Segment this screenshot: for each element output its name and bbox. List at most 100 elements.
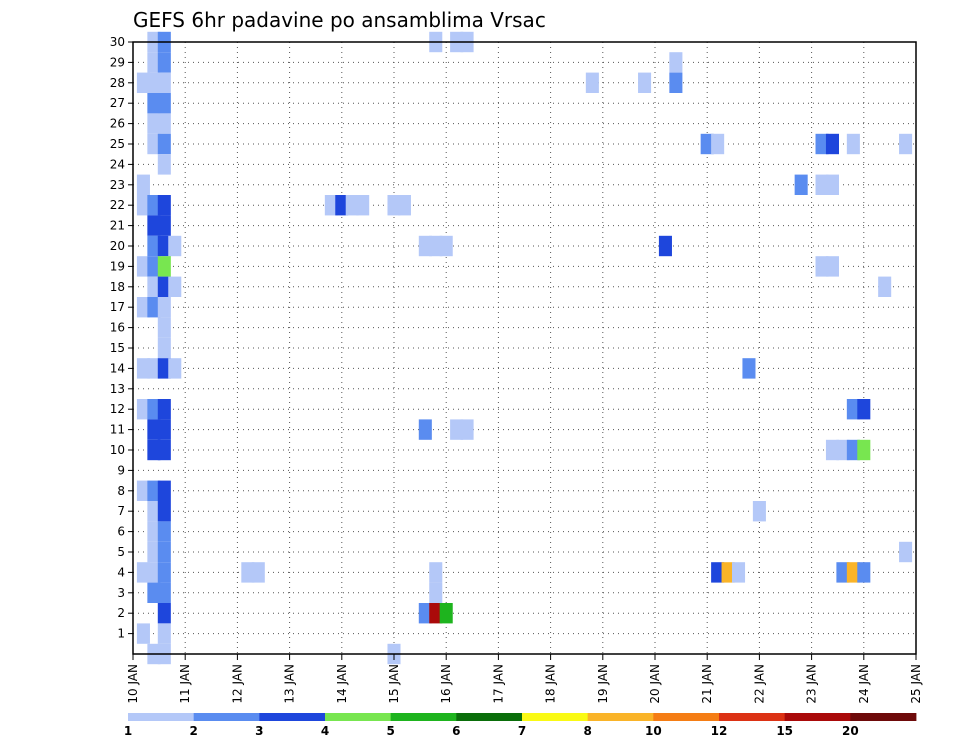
heatmap-cell <box>815 256 829 277</box>
x-tick-label: 19 JAN <box>596 664 610 704</box>
heatmap-cell <box>136 174 150 195</box>
y-tick-label: 17 <box>110 300 125 314</box>
x-tick-label: 21 JAN <box>700 664 714 704</box>
heatmap-cell <box>836 562 850 583</box>
heatmap-cell <box>721 562 735 583</box>
heatmap-cell <box>157 256 171 277</box>
colorbar-swatch <box>719 713 786 721</box>
x-tick-label: 25 JAN <box>909 664 923 704</box>
x-tick-label: 23 JAN <box>805 664 819 704</box>
heatmap-cell <box>836 439 850 461</box>
heatmap-cell <box>157 562 171 583</box>
heatmap-cell <box>157 297 171 318</box>
heatmap-cell <box>732 562 746 583</box>
heatmap-cell <box>825 256 839 277</box>
colorbar-swatch <box>259 713 326 721</box>
colorbar-label: 15 <box>776 724 793 738</box>
heatmap-cell <box>658 235 672 257</box>
heatmap-cell <box>460 419 474 440</box>
heatmap-cell <box>669 72 683 93</box>
y-tick-label: 5 <box>117 545 125 559</box>
heatmap-cell <box>335 195 349 216</box>
heatmap-cell <box>168 235 182 257</box>
x-tick-label: 20 JAN <box>648 664 662 704</box>
heatmap-cell <box>147 93 161 114</box>
heatmap-cell <box>157 72 171 93</box>
y-tick-label: 23 <box>110 178 125 192</box>
heatmap-cell <box>136 399 150 420</box>
y-tick-label: 16 <box>110 321 125 335</box>
y-tick-label: 9 <box>117 463 125 477</box>
heatmap-cell <box>439 235 453 257</box>
heatmap-cell <box>825 439 839 461</box>
heatmap-cell <box>147 276 161 297</box>
y-tick-label: 20 <box>110 239 125 253</box>
heatmap-cell <box>147 52 161 73</box>
heatmap-cell <box>147 419 161 440</box>
heatmap-cell <box>157 501 171 522</box>
heatmap-cell <box>794 174 808 195</box>
heatmap-cell <box>429 562 443 583</box>
heatmap-cell <box>418 603 432 624</box>
x-tick-label: 13 JAN <box>283 664 297 704</box>
heatmap-cell <box>700 133 714 155</box>
colorbar-swatch <box>653 713 720 721</box>
heatmap-cell <box>157 603 171 624</box>
y-tick-label: 29 <box>110 55 125 69</box>
y-tick-label: 25 <box>110 137 125 151</box>
y-tick-label: 13 <box>110 382 125 396</box>
heatmap-cell <box>815 174 829 195</box>
heatmap-cell <box>147 133 161 155</box>
heatmap-cell <box>429 603 443 624</box>
heatmap-cell <box>157 133 171 155</box>
x-tick-label: 12 JAN <box>230 664 244 704</box>
heatmap-cell <box>147 72 161 93</box>
heatmap-cell <box>157 235 171 257</box>
y-tick-label: 15 <box>110 341 125 355</box>
heatmap-cell <box>168 358 182 379</box>
heatmap-cell <box>147 113 161 134</box>
heatmap-cell <box>157 317 171 338</box>
heatmap-cell <box>147 480 161 501</box>
y-tick-label: 24 <box>110 157 125 171</box>
heatmap-cell <box>157 419 171 440</box>
colorbar-swatch <box>456 713 523 721</box>
heatmap-cell <box>157 480 171 501</box>
heatmap-cell <box>439 603 453 624</box>
chart-title: GEFS 6hr padavine po ansamblima Vrsac <box>133 8 546 32</box>
y-tick-label: 3 <box>117 586 125 600</box>
heatmap-cell <box>638 72 652 93</box>
heatmap-cell <box>846 439 860 461</box>
colorbar-swatch <box>390 713 457 721</box>
heatmap-cell <box>585 72 599 93</box>
heatmap-cell <box>136 297 150 318</box>
heatmap-cell <box>846 562 860 583</box>
x-axis-ticks: 10 JAN 11 JAN 12 JAN 13 JAN 14 JAN 15 JAN 16 J… <box>126 654 923 704</box>
y-tick-label: 4 <box>117 565 125 579</box>
heatmap-cell <box>450 419 464 440</box>
y-tick-label: 19 <box>110 259 125 273</box>
y-tick-label: 22 <box>110 198 125 212</box>
x-tick-label: 24 JAN <box>857 664 871 704</box>
x-tick-label: 11 JAN <box>178 664 192 704</box>
x-tick-label: 15 JAN <box>387 664 401 704</box>
colorbar-swatch <box>128 713 195 721</box>
heatmap-cell <box>147 439 161 461</box>
colorbar-label: 8 <box>583 724 591 738</box>
colorbar: 1 2 3 4 5 6 7 8 10 12 15 20 <box>124 713 917 738</box>
heatmap-cell <box>147 215 161 236</box>
heatmap-cell <box>356 195 370 216</box>
y-tick-label: 11 <box>110 423 125 437</box>
heatmap-cell <box>752 501 766 522</box>
heatmap-cell <box>429 235 443 257</box>
heatmap-cell <box>857 562 871 583</box>
heatmap-cell <box>136 480 150 501</box>
heatmap-cell <box>147 501 161 522</box>
heatmap-cell <box>136 358 150 379</box>
heatmap-cell <box>147 358 161 379</box>
colorbar-label: 1 <box>124 724 132 738</box>
heatmap-cell <box>387 195 401 216</box>
colorbar-label: 20 <box>842 724 859 738</box>
heatmap-cell <box>147 297 161 318</box>
